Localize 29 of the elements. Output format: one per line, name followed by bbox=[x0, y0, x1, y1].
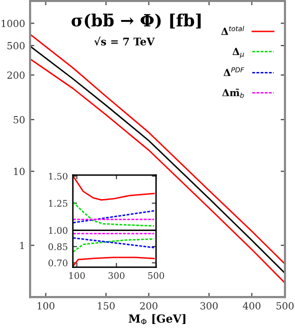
x-tick-label: 400 bbox=[242, 302, 260, 310]
x-tick-label: 300 bbox=[108, 272, 124, 279]
line-series bbox=[72, 238, 155, 253]
legend-label: Δ$_{μ}$ bbox=[232, 48, 244, 58]
y-tick-label: 0.70 bbox=[48, 260, 68, 266]
y-tick-label: 50 bbox=[14, 116, 25, 124]
x-tick-label: 500 bbox=[276, 302, 294, 310]
x-tick-label: 500 bbox=[148, 272, 164, 279]
y-tick-label: 1000 bbox=[2, 20, 25, 28]
text: σ(bb̄ → Φ) [fb] bbox=[72, 14, 201, 29]
line-series bbox=[72, 201, 155, 227]
legend-label: Δ$^{total}$ bbox=[221, 26, 244, 35]
text: √s = 7 TeV bbox=[94, 36, 155, 46]
y-tick-label: 1.50 bbox=[49, 172, 68, 180]
x-tick-label: 200 bbox=[140, 302, 158, 310]
y-tick-label: 1 bbox=[20, 242, 24, 250]
x-tick-label: 100 bbox=[38, 302, 54, 310]
x-tick-label: 300 bbox=[200, 302, 218, 310]
y-tick-label: 200 bbox=[7, 71, 25, 79]
legend-label: Δ$^{PDF}$ bbox=[224, 67, 244, 76]
x-tick-label: 150 bbox=[98, 302, 115, 310]
legend-label: Δm̄$_{b}$ bbox=[222, 88, 244, 98]
y-tick-label: 10 bbox=[14, 168, 25, 176]
y-tick-label: 1.00 bbox=[49, 227, 68, 234]
x-axis-title: M$_{Φ}$ [GeV] bbox=[128, 314, 186, 324]
x-tick-label: 100 bbox=[69, 272, 85, 279]
y-tick-label: 500 bbox=[8, 42, 25, 50]
y-tick-label: 1.25 bbox=[49, 200, 68, 207]
y-tick-label: 0.85 bbox=[48, 243, 68, 250]
